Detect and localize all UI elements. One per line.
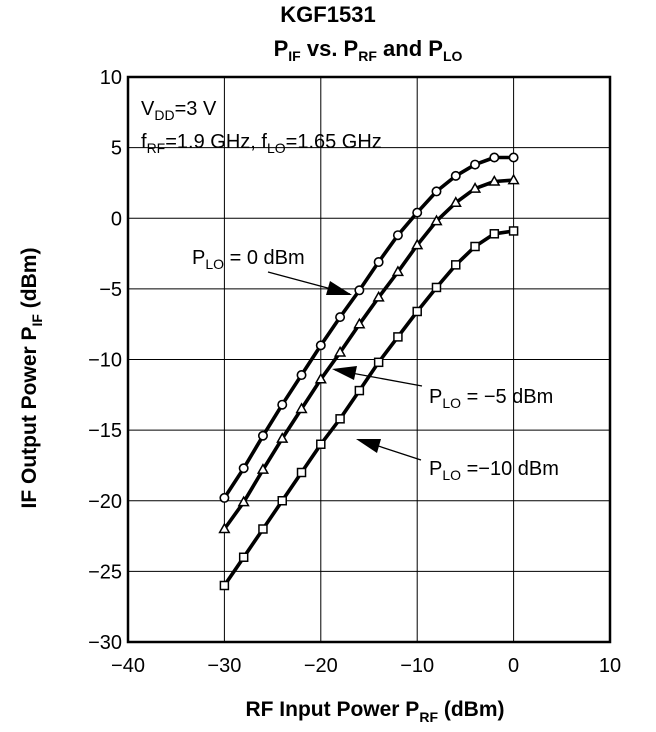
- data-point-square: [258, 524, 268, 534]
- series-line: [222, 178, 514, 531]
- data-point-circle: [373, 257, 384, 268]
- data-point-triangle: [256, 463, 270, 474]
- y-tick-label: 0: [111, 208, 122, 230]
- data-point-triangle: [218, 522, 231, 534]
- data-point-circle: [470, 159, 481, 170]
- data-point-square: [316, 439, 326, 449]
- data-point-square: [431, 282, 442, 293]
- data-point-square: [296, 467, 307, 478]
- data-point-square: [354, 385, 365, 396]
- data-point-square: [412, 306, 422, 317]
- subtitle-pif-sub: IF: [288, 48, 301, 64]
- data-point-circle: [450, 170, 461, 181]
- y-tick-label: 5: [111, 138, 122, 160]
- y-axis-label: IF Output Power PIF (dBm): [18, 248, 45, 509]
- subtitle-prf: P: [344, 36, 359, 61]
- data-point-triangle: [391, 265, 405, 277]
- data-point-square: [277, 496, 287, 506]
- x-tick-label: −10: [400, 655, 434, 677]
- data-point-square: [451, 260, 461, 270]
- data-point-triangle: [276, 432, 289, 443]
- data-point-circle: [257, 430, 268, 441]
- y-tick-label: −25: [88, 561, 122, 583]
- subtitle-plo-sub: LO: [443, 48, 463, 64]
- data-point-triangle: [449, 196, 462, 207]
- series-line: [222, 155, 514, 499]
- y-tick-label: −5: [99, 279, 122, 301]
- data-point-square: [508, 226, 519, 236]
- callout-plo-minus5: PLO = −5 dBm: [332, 366, 553, 411]
- data-point-circle: [431, 186, 442, 197]
- data-point-triangle: [411, 238, 424, 250]
- data-point-triangle: [488, 174, 501, 186]
- grid: [127, 76, 611, 643]
- y-tick-label: −10: [88, 350, 122, 372]
- data-point-triangle: [333, 345, 347, 357]
- x-tick-label: 0: [508, 655, 519, 677]
- callout-plo-0: PLO = 0 dBm: [192, 247, 352, 295]
- series-line: [222, 229, 514, 587]
- subtitle-and: and: [377, 36, 428, 61]
- x-tick-label: −30: [207, 655, 241, 677]
- y-tick-label: −30: [88, 632, 122, 654]
- data-point-square: [393, 332, 403, 342]
- data-point-triangle: [295, 402, 308, 414]
- x-tick-label: −20: [304, 655, 338, 677]
- data-point-circle: [315, 340, 326, 351]
- data-point-circle: [412, 207, 423, 218]
- x-axis-label: RF Input Power PRF (dBm): [245, 698, 504, 725]
- data-point-circle: [335, 312, 346, 323]
- vdd-annotation: VDD=3 V: [141, 98, 217, 123]
- subtitle-vs: vs.: [301, 36, 344, 61]
- series-2: [219, 226, 519, 591]
- data-point-circle: [219, 492, 230, 503]
- y-tick-label: −20: [88, 491, 122, 513]
- data-point-circle: [277, 399, 288, 410]
- svg-text:PLO =−10 dBm: PLO =−10 dBm: [429, 458, 559, 483]
- data-point-triangle: [468, 182, 482, 193]
- data-point-square: [489, 229, 500, 239]
- data-point-circle: [392, 230, 403, 241]
- data-point-square: [470, 241, 480, 252]
- callout-plo-minus10: PLO =−10 dBm: [356, 439, 559, 483]
- freq-annotation: fRF=1.9 GHz, fLO=1.65 GHz: [141, 131, 382, 156]
- x-tick-label: 10: [599, 655, 621, 677]
- svg-text:PLO = −5 dBm: PLO = −5 dBm: [429, 386, 553, 411]
- subtitle-pif: P: [274, 36, 289, 61]
- plot-frame: [126, 75, 612, 644]
- series-1: [218, 173, 520, 534]
- data-point-circle: [508, 152, 519, 163]
- subtitle-prf-sub: RF: [358, 48, 377, 64]
- data-point-triangle: [237, 495, 250, 507]
- data-point-circle: [489, 152, 500, 163]
- data-point-triangle: [314, 372, 327, 384]
- data-point-circle: [238, 463, 249, 474]
- data-point-square: [219, 580, 230, 591]
- y-tick-label: 10: [100, 67, 122, 89]
- x-tick-label: −40: [111, 655, 145, 677]
- chart-title: KGF1531: [280, 2, 375, 27]
- data-point-triangle: [430, 214, 443, 226]
- data-point-triangle: [372, 290, 385, 302]
- data-point-circle: [296, 370, 307, 381]
- data-point-square: [373, 357, 384, 368]
- series-0: [219, 152, 519, 503]
- chart-subtitle: PIF vs. PRF and PLO: [274, 36, 463, 64]
- data-point-square: [335, 414, 345, 424]
- y-tick-label: −15: [88, 420, 122, 442]
- svg-text:PLO = 0 dBm: PLO = 0 dBm: [192, 247, 305, 272]
- subtitle-plo: P: [428, 36, 443, 61]
- data-point-triangle: [353, 317, 366, 329]
- data-point-triangle: [507, 173, 520, 185]
- data-point-square: [238, 552, 249, 562]
- data-point-circle: [354, 285, 365, 296]
